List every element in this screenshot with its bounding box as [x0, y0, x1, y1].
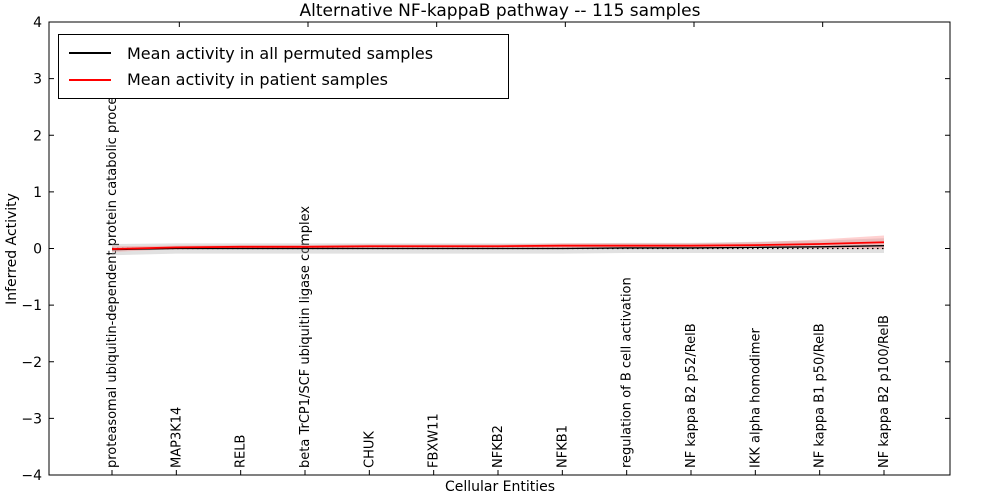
y-tick-label: 4 [33, 15, 42, 31]
legend-line-permuted-icon [69, 52, 111, 55]
x-axis-label: Cellular Entities [444, 479, 556, 495]
series-line-patient [111, 241, 885, 250]
y-tick-label: −4 [21, 468, 42, 484]
plot-frame [48, 21, 951, 476]
y-tick-label: −1 [21, 298, 42, 314]
legend-item-patient: Mean activity in patient samples [69, 67, 498, 93]
x-tick-label: NFKB2 [491, 425, 506, 468]
x-tick-label: regulation of B cell activation [620, 277, 635, 468]
x-tick-label: NF kappa B2 p100/RelB [877, 315, 892, 468]
y-tick-label: 2 [33, 128, 42, 144]
legend-label-permuted: Mean activity in all permuted samples [127, 43, 434, 63]
x-tick-label: NF kappa B2 p52/RelB [684, 323, 699, 468]
x-tick-label: NF kappa B1 p50/RelB [813, 323, 828, 468]
x-tick-label: RELB [234, 435, 249, 468]
series-line-permuted [111, 245, 885, 251]
x-tick-label: FBXW11 [427, 413, 442, 468]
chart-title: Alternative NF-kappaB pathway -- 115 sam… [299, 1, 701, 21]
x-tick-label: proteasomal ubiquitin-dependent protein … [105, 83, 120, 468]
y-axis-label: Inferred Activity [4, 193, 20, 305]
legend-label-patient: Mean activity in patient samples [127, 70, 388, 90]
y-tick-label: 0 [33, 242, 42, 258]
y-tick-label: 3 [33, 72, 42, 88]
legend-line-patient-icon [69, 78, 111, 81]
y-tick-label: 1 [33, 185, 42, 201]
legend: Mean activity in all permuted samples Me… [58, 34, 509, 99]
x-tick-label: beta TrCP1/SCF ubiquitin ligase complex [298, 206, 313, 468]
x-tick-label: IKK alpha homodimer [748, 327, 763, 468]
x-tick-label: CHUK [362, 431, 377, 468]
x-tick-label: NFKB1 [555, 425, 570, 468]
y-tick-label: −3 [21, 411, 42, 427]
legend-item-permuted: Mean activity in all permuted samples [69, 40, 498, 66]
x-tick-label: MAP3K14 [169, 407, 184, 468]
y-tick-label: −2 [21, 355, 42, 371]
